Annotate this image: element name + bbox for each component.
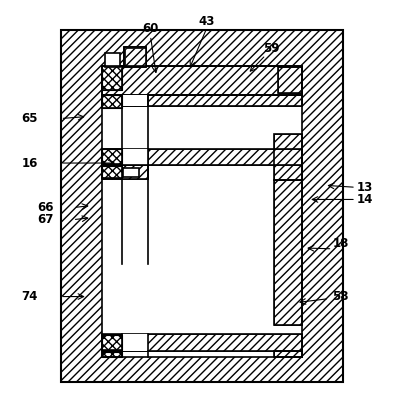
Bar <box>122 95 148 106</box>
Bar <box>102 335 122 350</box>
Bar <box>102 352 122 357</box>
Text: 43: 43 <box>198 15 215 28</box>
Text: 59: 59 <box>263 42 279 55</box>
Bar <box>273 351 301 357</box>
Bar <box>104 53 120 67</box>
Bar <box>102 165 148 179</box>
Bar <box>102 166 122 178</box>
Text: 67: 67 <box>37 213 53 226</box>
Bar <box>102 149 301 165</box>
Bar <box>273 180 301 325</box>
Bar <box>102 66 301 357</box>
Text: 65: 65 <box>21 112 38 125</box>
Text: 13: 13 <box>356 181 372 194</box>
Bar <box>273 180 301 325</box>
Bar <box>102 95 301 106</box>
Text: 14: 14 <box>356 193 372 206</box>
Bar <box>102 95 122 108</box>
Bar <box>102 335 122 350</box>
Bar <box>102 66 122 90</box>
Bar <box>273 133 301 180</box>
Bar <box>273 351 301 357</box>
Bar <box>102 149 122 164</box>
Bar <box>277 67 301 93</box>
Bar <box>277 67 301 93</box>
Text: 18: 18 <box>332 237 348 250</box>
Bar <box>102 95 122 108</box>
Bar <box>123 168 139 177</box>
Bar <box>102 165 148 179</box>
Bar <box>102 334 301 351</box>
Bar <box>102 66 301 95</box>
Text: 60: 60 <box>142 22 158 35</box>
Bar <box>124 47 146 67</box>
Bar <box>122 149 148 165</box>
Text: 16: 16 <box>21 157 38 170</box>
Bar <box>102 66 301 95</box>
Bar <box>61 30 342 381</box>
Bar <box>102 66 122 90</box>
Bar <box>102 149 122 164</box>
Bar <box>273 133 301 180</box>
Bar <box>61 30 342 381</box>
Bar <box>102 95 301 106</box>
Text: 66: 66 <box>37 201 53 214</box>
Text: 58: 58 <box>332 290 348 303</box>
Bar <box>102 352 122 357</box>
Text: 74: 74 <box>21 290 38 303</box>
Bar <box>125 48 145 66</box>
Bar <box>122 334 148 351</box>
Bar <box>102 149 301 165</box>
Bar <box>124 47 146 67</box>
Bar <box>102 334 301 351</box>
Bar <box>102 166 122 178</box>
